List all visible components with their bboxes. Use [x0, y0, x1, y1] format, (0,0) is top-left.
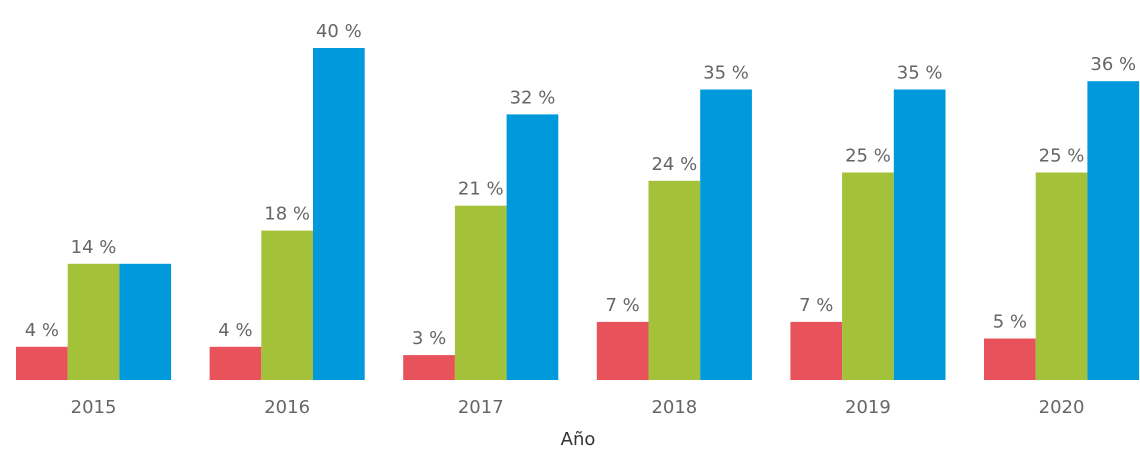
bar	[1035, 172, 1088, 380]
bar	[596, 321, 649, 380]
data-label: 25 %	[845, 146, 891, 167]
x-tick-label: 2016	[264, 397, 310, 418]
bar	[648, 180, 701, 380]
data-label: 21 %	[458, 179, 504, 200]
data-label: 32 %	[510, 87, 556, 108]
bar	[842, 172, 894, 380]
bar	[16, 346, 68, 380]
x-tick-label: 2017	[458, 397, 504, 418]
bar	[454, 205, 507, 380]
bar	[261, 230, 313, 380]
data-label: 7 %	[606, 295, 640, 316]
data-label: 24 %	[651, 154, 697, 175]
bar	[506, 114, 559, 381]
data-label: 40 %	[316, 21, 362, 42]
data-label: 4 %	[25, 320, 59, 341]
bar	[403, 355, 455, 380]
data-label: 5 %	[993, 312, 1027, 333]
data-label: 14 %	[71, 237, 117, 258]
bar	[1087, 81, 1140, 380]
x-tick-label: 2020	[1039, 397, 1085, 418]
data-label: 36 %	[1090, 54, 1136, 75]
x-tick-label: 2015	[71, 397, 117, 418]
x-axis-title: Año	[561, 429, 596, 450]
data-label: 3 %	[412, 328, 446, 349]
data-label: 4 %	[218, 320, 252, 341]
x-tick-label: 2019	[845, 397, 891, 418]
data-label: 18 %	[264, 204, 310, 225]
bar	[984, 338, 1036, 380]
bar	[313, 48, 365, 380]
bar	[209, 346, 262, 380]
bar	[119, 263, 172, 380]
bar	[67, 263, 120, 380]
x-tick-label: 2018	[651, 397, 697, 418]
bar	[893, 89, 946, 380]
data-label: 25 %	[1039, 146, 1085, 167]
data-label: 7 %	[799, 295, 833, 316]
data-label: 35 %	[703, 63, 749, 84]
bar	[700, 89, 752, 380]
bar	[790, 321, 843, 380]
data-label: 35 %	[897, 63, 943, 84]
